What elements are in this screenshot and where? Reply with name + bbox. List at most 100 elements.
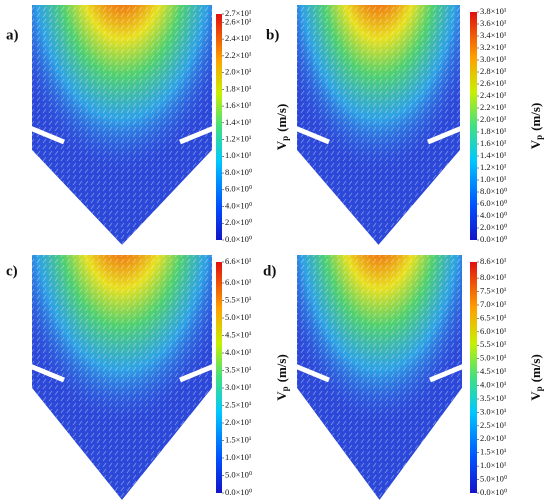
colorbar-tick-label: 2.6×10¹ <box>480 78 507 88</box>
colorbar-tick-label: 3.4×10¹ <box>480 30 507 40</box>
colorbar-tick-label: 1.2×10¹ <box>225 134 252 144</box>
symbol: V <box>274 391 289 401</box>
colorbar-tick-label: 1.0×10¹ <box>480 174 507 184</box>
unit: (m/s) <box>274 104 289 132</box>
colorbar-title: Vp (m/s) <box>274 354 290 401</box>
colorbar-tick-label: 5.5×10¹ <box>225 294 252 304</box>
colorbar-tick-label: 3.0×10¹ <box>225 382 252 392</box>
colorbar-tick-label: 2.4×10¹ <box>225 33 252 43</box>
flow-field <box>297 5 460 245</box>
flow-field <box>32 255 212 500</box>
colorbar-tick-label: 2.5×10¹ <box>480 420 507 430</box>
colorbar-tick-label: 8.0×10¹ <box>480 272 507 282</box>
colorbar-tick-label: 3.5×10¹ <box>225 364 252 374</box>
colorbar-tick-label: 8.6×10¹ <box>480 256 507 266</box>
colorbar-tick-label: 2.4×10¹ <box>480 90 507 100</box>
symbol: V <box>528 139 543 149</box>
colorbar-tick-label: 1.4×10¹ <box>225 117 252 127</box>
baffle <box>429 363 465 383</box>
colorbar <box>470 262 477 493</box>
colorbar <box>216 14 222 240</box>
colorbar-tick-label: 0.0×10⁰ <box>480 234 508 244</box>
colorbar-tick-label: 2.5×10¹ <box>225 399 252 409</box>
colorbar-tick-label: 0.0×10⁰ <box>225 234 253 244</box>
colorbar-tick-label: 3.0×10¹ <box>480 406 507 416</box>
colorbar-tick-label: 4.5×10¹ <box>225 329 252 339</box>
colorbar-tick-label: 6.0×10¹ <box>225 277 252 287</box>
colorbar-tick-label: 3.2×10¹ <box>480 42 507 52</box>
colorbar-tick-label: 3.6×10¹ <box>480 18 507 28</box>
panel-label: a) <box>6 27 19 43</box>
colorbar-tick-label: 1.4×10¹ <box>480 150 507 160</box>
colorbar-tick-label: 1.6×10¹ <box>480 138 507 148</box>
colorbar-tick-label: 3.5×10¹ <box>480 393 507 403</box>
colorbar-tick-label: 8.0×10⁰ <box>480 186 508 196</box>
colorbar-tick-label: 5.0×10⁰ <box>480 474 508 484</box>
colorbar-tick-label: 4.0×10⁰ <box>225 200 253 210</box>
colorbar-tick-label: 1.5×10¹ <box>225 434 252 444</box>
baffle <box>294 125 330 145</box>
colorbar-tick-label: 5.0×10⁰ <box>225 469 253 479</box>
colorbar-tick-label: 5.0×10¹ <box>480 353 507 363</box>
colorbar-tick-label: 4.0×10¹ <box>225 347 252 357</box>
colorbar-tick-label: 5.0×10¹ <box>225 312 252 322</box>
baffle <box>294 363 330 383</box>
colorbar-tick-label: 1.8×10¹ <box>225 83 252 93</box>
colorbar-tick-label: 6.0×10¹ <box>480 326 507 336</box>
colorbar-title: Vp (m/s) <box>528 103 544 150</box>
colorbar-tick-label: 1.8×10¹ <box>480 126 507 136</box>
colorbar-tick-label: 4.5×10¹ <box>480 366 507 376</box>
colorbar-tick-label: 7.5×10¹ <box>480 285 507 295</box>
colorbar-tick-label: 4.0×10⁰ <box>480 210 508 220</box>
flow-field <box>32 5 212 245</box>
colorbar-tick-label: 2.2×10¹ <box>480 102 507 112</box>
colorbar-tick-label: 0.0×10⁰ <box>225 487 253 497</box>
panel-label: b) <box>266 27 279 43</box>
colorbar-tick-label: 1.6×10¹ <box>225 100 252 110</box>
colorbar-tick-label: 6.0×10⁰ <box>225 184 253 194</box>
colorbar-tick-label: 0.0×10⁰ <box>480 487 508 497</box>
colorbar-tick-label: 7.0×10¹ <box>480 299 507 309</box>
colorbar-tick-label: 8.0×10⁰ <box>225 167 253 177</box>
flow-field <box>297 255 462 500</box>
panel-label: c) <box>6 263 18 279</box>
subscript: p <box>280 386 290 391</box>
colorbar <box>216 262 222 493</box>
colorbar-tick-label: 2.6×10¹ <box>225 16 252 26</box>
colorbar-tick-label: 2.0×10¹ <box>225 67 252 77</box>
subscript: p <box>534 386 544 391</box>
colorbar-tick-label: 1.5×10¹ <box>480 447 507 457</box>
subscript: p <box>534 135 544 140</box>
panel-label: d) <box>263 263 276 279</box>
field-streaks <box>297 255 462 500</box>
colorbar-tick-label: 2.0×10¹ <box>480 114 507 124</box>
colorbar-title: Vp (m/s) <box>274 104 290 151</box>
colorbar-tick-label: 2.8×10¹ <box>480 66 507 76</box>
colorbar-tick-label: 2.0×10¹ <box>480 433 507 443</box>
unit: (m/s) <box>528 103 543 131</box>
colorbar-tick-label: 2.2×10¹ <box>225 50 252 60</box>
colorbar-tick-label: 2.0×10⁰ <box>480 222 508 232</box>
field-streaks <box>32 5 212 245</box>
field-streaks <box>297 5 460 245</box>
baffle <box>179 125 215 145</box>
colorbar-tick-label: 2.0×10¹ <box>225 417 252 427</box>
baffle <box>29 125 65 145</box>
colorbar-tick-label: 2.7×10¹ <box>225 8 252 18</box>
colorbar-tick-label: 1.0×10¹ <box>225 452 252 462</box>
colorbar-tick-label: 6.6×10¹ <box>225 256 252 266</box>
symbol: V <box>528 391 543 401</box>
colorbar-tick-label: 1.0×10¹ <box>480 460 507 470</box>
colorbar <box>470 12 477 240</box>
colorbar-tick-label: 3.0×10¹ <box>480 54 507 64</box>
field-streaks <box>32 255 212 500</box>
unit: (m/s) <box>528 354 543 382</box>
colorbar-tick-label: 6.5×10¹ <box>480 312 507 322</box>
colorbar-tick-label: 1.2×10¹ <box>480 162 507 172</box>
baffle <box>427 125 463 145</box>
colorbar-tick-label: 6.0×10⁰ <box>480 198 508 208</box>
colorbar-tick-label: 4.0×10¹ <box>480 380 507 390</box>
colorbar-title: Vp (m/s) <box>528 354 544 401</box>
baffle <box>179 363 215 383</box>
